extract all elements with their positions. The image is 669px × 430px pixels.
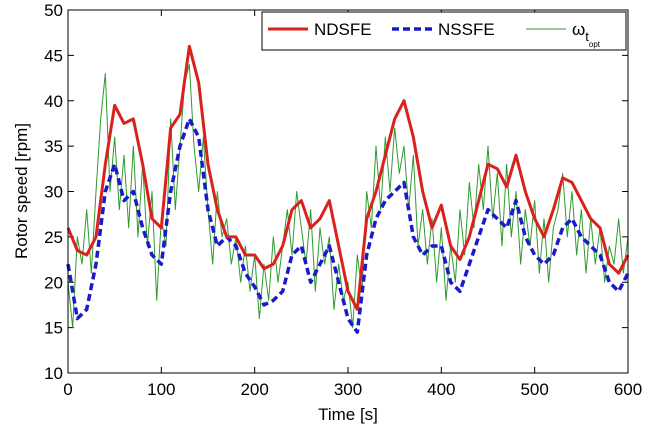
x-tick-label: 600: [614, 380, 642, 399]
legend-label: ωtopt: [572, 20, 601, 49]
legend-label: NDSFE: [314, 20, 372, 39]
x-tick-label: 100: [147, 380, 175, 399]
series-line: [66, 117, 630, 334]
x-tick-label: 400: [427, 380, 455, 399]
x-axis-label: Time [s]: [318, 405, 378, 424]
legend-label-text: ω: [572, 20, 585, 39]
legend-label-text: NSSFE: [438, 20, 495, 39]
y-tick-label: 40: [44, 92, 63, 111]
y-tick-label: 30: [44, 183, 63, 202]
y-tick-label: 25: [44, 228, 63, 247]
legend-label-sub: t: [585, 29, 589, 44]
y-tick-label: 15: [44, 319, 63, 338]
x-tick-label: 300: [334, 380, 362, 399]
legend-label-text: NDSFE: [314, 20, 372, 39]
legend-box: [261, 11, 627, 51]
y-tick-label: 10: [44, 364, 63, 383]
y-axis-label: Rotor speed [rpm]: [12, 123, 31, 259]
y-tick-label: 35: [44, 137, 63, 156]
legend-label-subsub: opt: [589, 40, 601, 49]
y-tick-label: 45: [44, 46, 63, 65]
y-tick-label: 20: [44, 273, 63, 292]
y-tick-label: 50: [44, 1, 63, 20]
x-tick-label: 0: [63, 380, 72, 399]
legend-label: NSSFE: [438, 20, 495, 39]
x-tick-label: 500: [520, 380, 548, 399]
plot-frame: [67, 9, 629, 374]
series-line: [66, 44, 630, 311]
x-tick-label: 200: [240, 380, 268, 399]
